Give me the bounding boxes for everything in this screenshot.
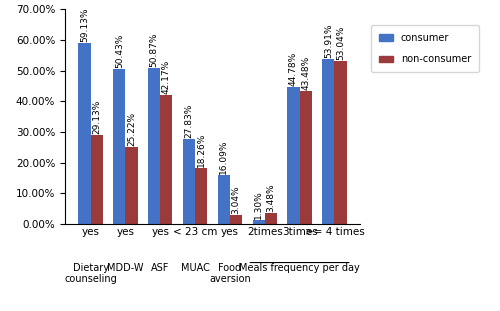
Bar: [288, 87, 300, 224]
Bar: [183, 139, 195, 224]
Text: 42.17%: 42.17%: [162, 59, 171, 94]
Text: Food
aversion: Food aversion: [209, 263, 251, 284]
Bar: [252, 220, 264, 224]
Text: 43.48%: 43.48%: [301, 55, 310, 90]
Bar: [264, 213, 277, 224]
Text: 44.78%: 44.78%: [289, 52, 298, 86]
Bar: [90, 135, 103, 224]
Text: 25.22%: 25.22%: [127, 112, 136, 146]
Bar: [334, 61, 346, 224]
Bar: [113, 69, 126, 224]
Text: ASF: ASF: [151, 263, 170, 273]
Text: 1.30%: 1.30%: [254, 190, 263, 219]
Legend: consumer, non-consumer: consumer, non-consumer: [371, 25, 479, 72]
Bar: [160, 95, 172, 224]
Bar: [78, 43, 90, 224]
Text: 29.13%: 29.13%: [92, 99, 101, 134]
Text: Meals frequency per day: Meals frequency per day: [239, 263, 360, 273]
Text: 16.09%: 16.09%: [220, 139, 228, 174]
Text: 27.83%: 27.83%: [184, 103, 194, 138]
Text: 53.04%: 53.04%: [336, 26, 345, 60]
Text: 53.91%: 53.91%: [324, 23, 333, 58]
Text: 50.87%: 50.87%: [150, 33, 158, 67]
Text: 3.48%: 3.48%: [266, 184, 276, 212]
Bar: [195, 168, 207, 224]
Bar: [218, 174, 230, 224]
Text: Dietary
counseling: Dietary counseling: [64, 263, 117, 284]
Bar: [322, 59, 334, 224]
Text: 59.13%: 59.13%: [80, 7, 89, 42]
Text: MDD-W: MDD-W: [107, 263, 144, 273]
Bar: [126, 146, 138, 224]
Text: 50.43%: 50.43%: [115, 34, 124, 68]
Text: 3.04%: 3.04%: [232, 185, 240, 214]
Bar: [230, 215, 242, 224]
Bar: [300, 91, 312, 224]
Text: MUAC: MUAC: [180, 263, 210, 273]
Bar: [148, 68, 160, 224]
Text: 18.26%: 18.26%: [196, 133, 205, 167]
